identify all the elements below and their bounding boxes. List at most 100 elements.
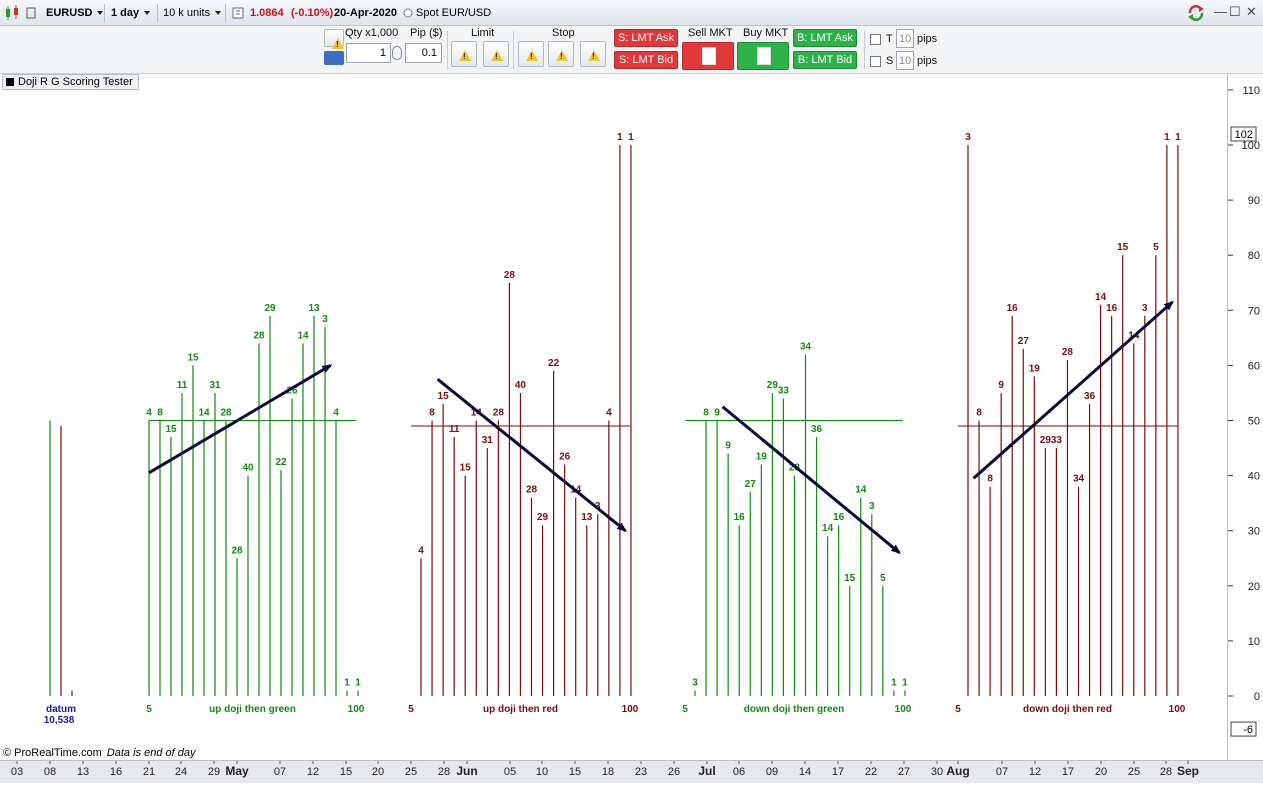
y-tick-label: 10: [1248, 636, 1260, 648]
sell-market-button[interactable]: [682, 42, 734, 70]
x-tick-label: 07: [274, 766, 286, 778]
link-icon[interactable]: [25, 3, 37, 23]
limit-sell-button[interactable]: [451, 41, 477, 67]
timeframe-label: 1 day: [111, 7, 140, 19]
x-tick-label: May: [225, 764, 249, 778]
units-label: 10 k units: [163, 7, 211, 19]
bar-label: 1: [617, 132, 623, 143]
stop-letter-label: S: [886, 55, 894, 67]
bar-label: 1: [902, 677, 908, 688]
chart-type-icon[interactable]: [4, 3, 22, 23]
target-label: T: [886, 33, 893, 45]
x-tick-label: 05: [504, 766, 516, 778]
info-icon[interactable]: [232, 3, 244, 23]
stop-mid-button[interactable]: [548, 41, 574, 67]
sell-limit-bid-button[interactable]: S: LMT Bid: [614, 51, 678, 69]
y-tick-label: 20: [1248, 581, 1260, 593]
minimize-icon[interactable]: —: [1214, 4, 1227, 19]
bar-label: 15: [460, 463, 472, 474]
bar-label: 26: [559, 452, 571, 463]
y-tick-label: 50: [1248, 416, 1260, 428]
stop-pips-input[interactable]: [896, 51, 914, 70]
panel-right-label: 100: [348, 704, 365, 715]
bar-label: 8: [703, 408, 709, 419]
close-icon[interactable]: ✕: [1246, 4, 1257, 19]
x-tick-label: 27: [898, 766, 910, 778]
bar-label: 9: [714, 408, 720, 419]
x-tick-label: Jun: [456, 764, 477, 778]
x-tick-label: 03: [11, 766, 23, 778]
bar-label: 15: [165, 424, 177, 435]
target-pips-input[interactable]: [896, 29, 914, 48]
keyboard-icon[interactable]: [324, 51, 344, 65]
bar-label: 40: [242, 463, 254, 474]
link-chain-icon[interactable]: [392, 46, 402, 60]
limit-buy-button[interactable]: [483, 41, 509, 67]
x-tick-label: 10: [536, 766, 548, 778]
x-axis[interactable]: 03 08 13 16 21 24 29 May 07 12 15 20 25 28 Jun 05 10 15 18…: [0, 760, 1263, 783]
spot-radio-icon[interactable]: [403, 3, 413, 23]
qty-input[interactable]: [346, 43, 391, 63]
y-tick-label: 100: [1242, 140, 1260, 152]
buy-limit-ask-button[interactable]: B: LMT Ask: [793, 29, 857, 47]
buy-limit-bid-button[interactable]: B: LMT Bid: [793, 51, 857, 69]
symbol-selector[interactable]: EURUSD: [46, 3, 104, 23]
qty-label: Qty x1,000: [345, 27, 399, 39]
indicator-legend[interactable]: Doji R G Scoring Tester: [2, 74, 139, 90]
spot-label: Spot EUR/USD: [416, 7, 492, 19]
wrench-icon[interactable]: [324, 29, 344, 49]
stop-sell-button[interactable]: [518, 41, 544, 67]
bar-label: 28: [493, 408, 505, 419]
panel-title: up doji then red: [483, 704, 558, 715]
price-change: (-0.10%): [291, 7, 334, 19]
x-tick-label: 09: [766, 766, 778, 778]
units-selector[interactable]: 10 k units: [163, 3, 222, 23]
bar-label: 33: [1051, 435, 1063, 446]
bar-label: 4: [418, 545, 424, 556]
bar-label: 29: [537, 512, 549, 523]
x-tick-label: 23: [635, 766, 647, 778]
bar-label: 27: [1018, 336, 1030, 347]
target-pips-label: pips: [917, 33, 938, 45]
y-tick-label: 70: [1248, 305, 1260, 317]
timeframe-selector[interactable]: 1 day: [111, 3, 151, 23]
bar-label: 34: [1073, 474, 1085, 485]
panel-right-label: 100: [895, 704, 912, 715]
pip-input[interactable]: [405, 43, 442, 63]
y-axis[interactable]: 0 10 20 30 40 50 60 70 80 90 100 110 102 -6: [1227, 74, 1263, 760]
datum-value: 10,538: [44, 715, 75, 726]
bar-label: 28: [220, 408, 232, 419]
x-tick-label: Aug: [946, 764, 969, 778]
y-tick-label: 110: [1242, 85, 1260, 97]
bar-label: 5: [1153, 242, 1159, 253]
current-date: 20-Apr-2020: [334, 7, 397, 19]
x-tick-label: 29: [208, 766, 220, 778]
refresh-icon[interactable]: [1186, 3, 1206, 23]
buy-market-button[interactable]: [737, 42, 789, 70]
bar-label: 19: [1029, 363, 1041, 374]
x-tick-label: 12: [1029, 766, 1041, 778]
bar-label: 1: [344, 677, 350, 688]
bar-label: 1: [1164, 132, 1170, 143]
bar-label: 4: [333, 408, 339, 419]
chart-area[interactable]: datum 10,538 4 8 15 11 15 14 31 28 28 40 28 29 22 26 14 1…: [0, 74, 1227, 760]
target-checkbox[interactable]: [870, 34, 881, 45]
indicator-name: Doji R G Scoring Tester: [18, 76, 133, 88]
bar-label: 15: [1117, 242, 1129, 253]
bar-label: 11: [449, 424, 460, 435]
maximize-icon[interactable]: ☐: [1229, 4, 1241, 19]
y-tick-label: 60: [1248, 360, 1260, 372]
sell-limit-ask-button[interactable]: S: LMT Ask: [614, 29, 678, 47]
x-tick-label: 17: [832, 766, 844, 778]
bar-label: 15: [844, 573, 856, 584]
bar-label: 15: [438, 391, 450, 402]
order-toolbar: Qty x1,000 Pip ($) Limit Stop S: LMT Ask…: [0, 26, 1263, 74]
bar-label: 16: [734, 512, 746, 523]
stop-checkbox[interactable]: [870, 56, 881, 67]
datum-label: datum: [46, 704, 76, 715]
bar-label: 36: [811, 424, 823, 435]
panel-left-label: 5: [955, 704, 961, 715]
stop-buy-button[interactable]: [580, 41, 606, 67]
trend-arrow: [972, 300, 1174, 480]
bar-label: 3: [1142, 303, 1148, 314]
